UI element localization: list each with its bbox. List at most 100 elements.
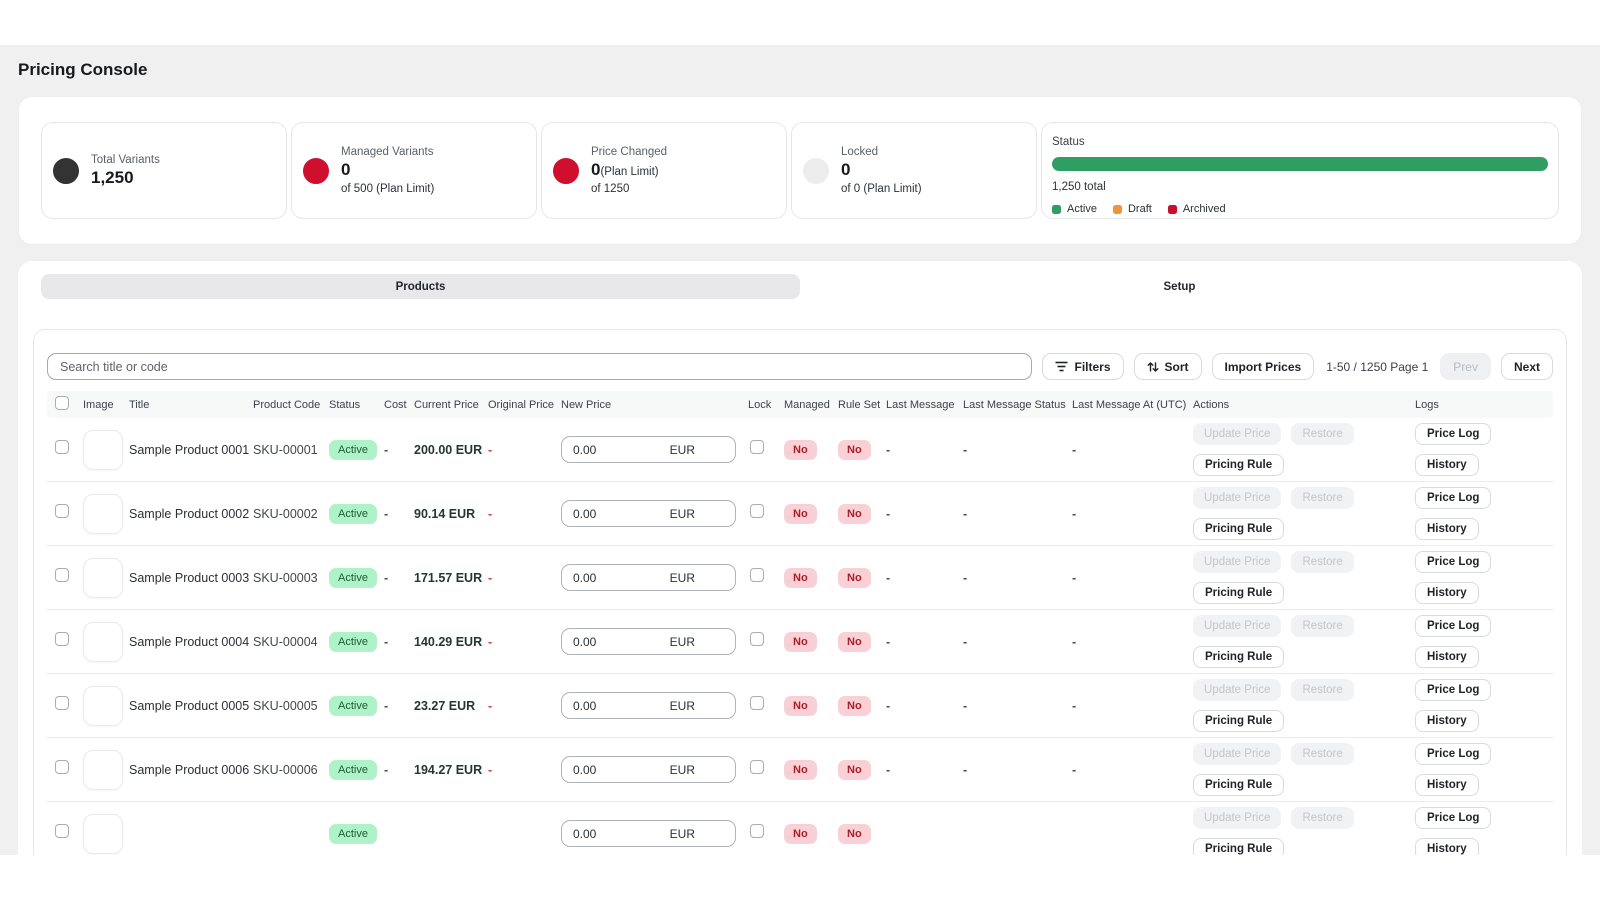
status-badge: Active bbox=[329, 631, 377, 652]
filter-icon bbox=[1055, 361, 1068, 372]
history-button[interactable]: History bbox=[1415, 710, 1479, 732]
price-log-button[interactable]: Price Log bbox=[1415, 743, 1492, 765]
cost-value: - bbox=[384, 698, 389, 713]
history-button[interactable]: History bbox=[1415, 838, 1479, 855]
row-select-checkbox[interactable] bbox=[55, 760, 69, 774]
lock-checkbox[interactable] bbox=[750, 568, 764, 582]
row-select-checkbox[interactable] bbox=[55, 568, 69, 582]
history-button[interactable]: History bbox=[1415, 518, 1479, 540]
sort-button[interactable]: Sort bbox=[1133, 353, 1202, 380]
status-badge: Active bbox=[329, 695, 377, 716]
product-code: SKU-00005 bbox=[253, 698, 318, 713]
lock-checkbox[interactable] bbox=[750, 696, 764, 710]
col-header-current-price: Current Price bbox=[414, 398, 479, 411]
filters-label: Filters bbox=[1074, 359, 1111, 374]
donut-ring-price-changed bbox=[553, 157, 579, 184]
products-table-card: Filters Sort Import Prices 1-50 / 1250 P… bbox=[33, 329, 1567, 855]
product-code: SKU-00001 bbox=[253, 442, 318, 457]
row-select-checkbox[interactable] bbox=[55, 504, 69, 518]
pricing-rule-button[interactable]: Pricing Rule bbox=[1193, 454, 1285, 476]
new-price-input[interactable]: 0.00 EUR bbox=[561, 756, 736, 783]
status-distribution-card: Status 1,250 total Active Draft Archived bbox=[1041, 122, 1559, 219]
pricing-console-app: Pricing Console Total Variants 1,250 Man… bbox=[0, 45, 1600, 855]
import-prices-button[interactable]: Import Prices bbox=[1211, 353, 1315, 380]
stat-label: Total Variants bbox=[91, 153, 160, 166]
managed-badge: No bbox=[784, 567, 817, 588]
history-button[interactable]: History bbox=[1415, 582, 1479, 604]
donut-ring-total bbox=[53, 157, 79, 184]
lock-checkbox[interactable] bbox=[750, 504, 764, 518]
row-select-checkbox[interactable] bbox=[55, 440, 69, 454]
new-price-input[interactable]: 0.00 EUR bbox=[561, 564, 736, 591]
next-page-button[interactable]: Next bbox=[1500, 353, 1553, 380]
product-title: Sample Product 0002 bbox=[129, 506, 250, 521]
original-price-value: - bbox=[488, 506, 493, 521]
new-price-input[interactable]: 0.00 EUR bbox=[561, 820, 736, 847]
row-select-checkbox[interactable] bbox=[55, 824, 69, 838]
row-select-checkbox[interactable] bbox=[55, 696, 69, 710]
product-code: SKU-00006 bbox=[253, 762, 318, 777]
original-price-value: - bbox=[488, 442, 493, 457]
price-log-button[interactable]: Price Log bbox=[1415, 807, 1492, 829]
new-price-input[interactable]: 0.00 EUR bbox=[561, 628, 736, 655]
col-header-last-message-status: Last Message Status bbox=[963, 398, 1066, 411]
cost-value: - bbox=[384, 762, 389, 777]
stat-label: Managed Variants bbox=[341, 146, 434, 159]
status-badge: Active bbox=[329, 823, 377, 844]
row-select-checkbox[interactable] bbox=[55, 632, 69, 646]
new-price-value: 0.00 bbox=[573, 570, 597, 585]
lock-checkbox[interactable] bbox=[750, 760, 764, 774]
history-button[interactable]: History bbox=[1415, 454, 1479, 476]
product-title: Sample Product 0005 bbox=[129, 698, 250, 713]
prev-page-button[interactable]: Prev bbox=[1440, 353, 1491, 380]
new-price-input[interactable]: 0.00 EUR bbox=[561, 500, 736, 527]
history-button[interactable]: History bbox=[1415, 646, 1479, 668]
pricing-rule-button[interactable]: Pricing Rule bbox=[1193, 838, 1285, 855]
tab-products[interactable]: Products bbox=[41, 274, 800, 299]
table-body: Sample Product 0001 SKU-00001 Active - 2… bbox=[47, 418, 1553, 855]
page-title: Pricing Console bbox=[18, 60, 148, 79]
price-log-button[interactable]: Price Log bbox=[1415, 487, 1492, 509]
product-title: Sample Product 0003 bbox=[129, 570, 250, 585]
price-log-button[interactable]: Price Log bbox=[1415, 423, 1492, 445]
new-price-value: 0.00 bbox=[573, 506, 597, 521]
lock-checkbox[interactable] bbox=[750, 632, 764, 646]
restore-button: Restore bbox=[1291, 807, 1354, 829]
currency-label: EUR bbox=[669, 442, 695, 457]
update-price-button: Update Price bbox=[1193, 551, 1282, 573]
currency-label: EUR bbox=[669, 570, 695, 585]
pricing-rule-button[interactable]: Pricing Rule bbox=[1193, 582, 1285, 604]
col-header-image: Image bbox=[83, 398, 114, 411]
stat-card-total-variants: Total Variants 1,250 bbox=[41, 122, 287, 219]
new-price-input[interactable]: 0.00 EUR bbox=[561, 436, 736, 463]
table-row: Sample Product 0004 SKU-00004 Active - 1… bbox=[47, 610, 1553, 674]
current-price-value: 194.27 EUR bbox=[414, 762, 483, 777]
stat-value: 1,250 bbox=[91, 167, 134, 187]
status-legend: Active Draft Archived bbox=[1052, 203, 1548, 215]
price-log-button[interactable]: Price Log bbox=[1415, 615, 1492, 637]
product-image-placeholder bbox=[83, 813, 123, 854]
donut-ring-locked bbox=[803, 157, 829, 184]
lock-checkbox[interactable] bbox=[750, 440, 764, 454]
currency-label: EUR bbox=[669, 762, 695, 777]
pricing-rule-button[interactable]: Pricing Rule bbox=[1193, 646, 1285, 668]
pricing-rule-button[interactable]: Pricing Rule bbox=[1193, 710, 1285, 732]
pricing-rule-button[interactable]: Pricing Rule bbox=[1193, 774, 1285, 796]
new-price-input[interactable]: 0.00 EUR bbox=[561, 692, 736, 719]
status-card-title: Status bbox=[1052, 136, 1085, 148]
stat-card-managed-variants: Managed Variants 0 of 500 (Plan Limit) bbox=[291, 122, 537, 219]
stat-label: Price Changed bbox=[591, 146, 668, 159]
tab-setup[interactable]: Setup bbox=[1163, 280, 1196, 293]
table-row: Sample Product 0005 SKU-00005 Active - 2… bbox=[47, 674, 1553, 738]
search-input[interactable] bbox=[47, 353, 1033, 380]
price-log-button[interactable]: Price Log bbox=[1415, 679, 1492, 701]
lock-checkbox[interactable] bbox=[750, 824, 764, 838]
managed-badge: No bbox=[784, 695, 817, 716]
stat-value: 0(Plan Limit) bbox=[591, 160, 659, 180]
price-log-button[interactable]: Price Log bbox=[1415, 551, 1492, 573]
select-all-checkbox[interactable] bbox=[55, 396, 69, 410]
filters-button[interactable]: Filters bbox=[1042, 353, 1124, 380]
pricing-rule-button[interactable]: Pricing Rule bbox=[1193, 518, 1285, 540]
stat-value: 0 bbox=[341, 160, 351, 180]
history-button[interactable]: History bbox=[1415, 774, 1479, 796]
